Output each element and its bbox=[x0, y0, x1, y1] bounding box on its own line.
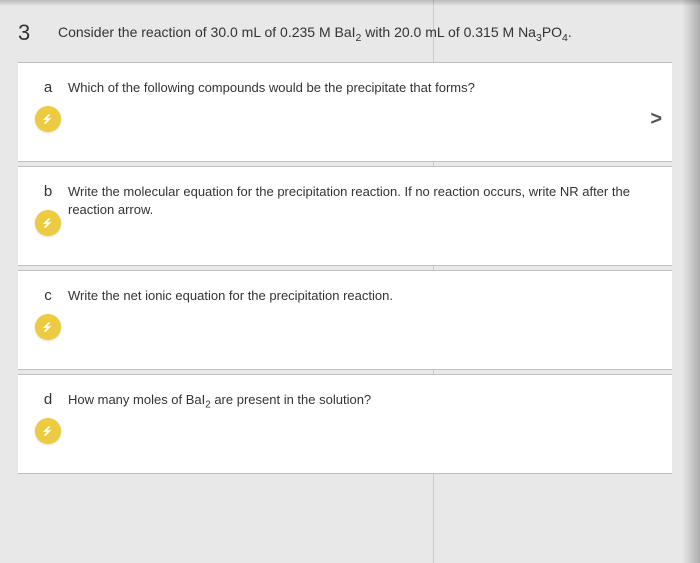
page-container: 3 Consider the reaction of 30.0 mL of 0.… bbox=[0, 0, 700, 563]
sub-letter: b bbox=[44, 183, 52, 200]
sub-question-b[interactable]: b Write the molecular equation for the pr… bbox=[18, 166, 672, 266]
question-number: 3 bbox=[18, 20, 58, 46]
status-indicator-icon bbox=[35, 210, 61, 236]
status-indicator-icon bbox=[35, 418, 61, 444]
parts-container: a Which of the following compounds would … bbox=[18, 62, 672, 474]
chevron-right-icon[interactable]: > bbox=[650, 108, 662, 131]
sub-question-d[interactable]: d How many moles of BaI2 are present in t… bbox=[18, 374, 672, 474]
sub-letter: d bbox=[44, 391, 52, 408]
sub-letter-column: d bbox=[28, 389, 68, 444]
status-indicator-icon bbox=[35, 314, 61, 340]
sub-letter: a bbox=[44, 79, 52, 96]
question-header: 3 Consider the reaction of 30.0 mL of 0.… bbox=[18, 12, 672, 62]
sub-question-text: Which of the following compounds would b… bbox=[68, 77, 662, 97]
sub-question-text: Write the molecular equation for the pre… bbox=[68, 181, 662, 219]
sub-question-c[interactable]: c Write the net ionic equation for the pr… bbox=[18, 270, 672, 370]
top-shadow bbox=[0, 0, 700, 6]
right-shadow bbox=[682, 0, 700, 563]
sub-letter: c bbox=[44, 287, 52, 304]
status-indicator-icon bbox=[35, 106, 61, 132]
question-text: Consider the reaction of 30.0 mL of 0.23… bbox=[58, 20, 572, 44]
sub-question-a[interactable]: a Which of the following compounds would … bbox=[18, 62, 672, 162]
sub-question-text: How many moles of BaI2 are present in th… bbox=[68, 389, 662, 412]
sub-question-text: Write the net ionic equation for the pre… bbox=[68, 285, 662, 305]
sub-letter-column: b bbox=[28, 181, 68, 236]
sub-letter-column: c bbox=[28, 285, 68, 340]
sub-letter-column: a bbox=[28, 77, 68, 132]
